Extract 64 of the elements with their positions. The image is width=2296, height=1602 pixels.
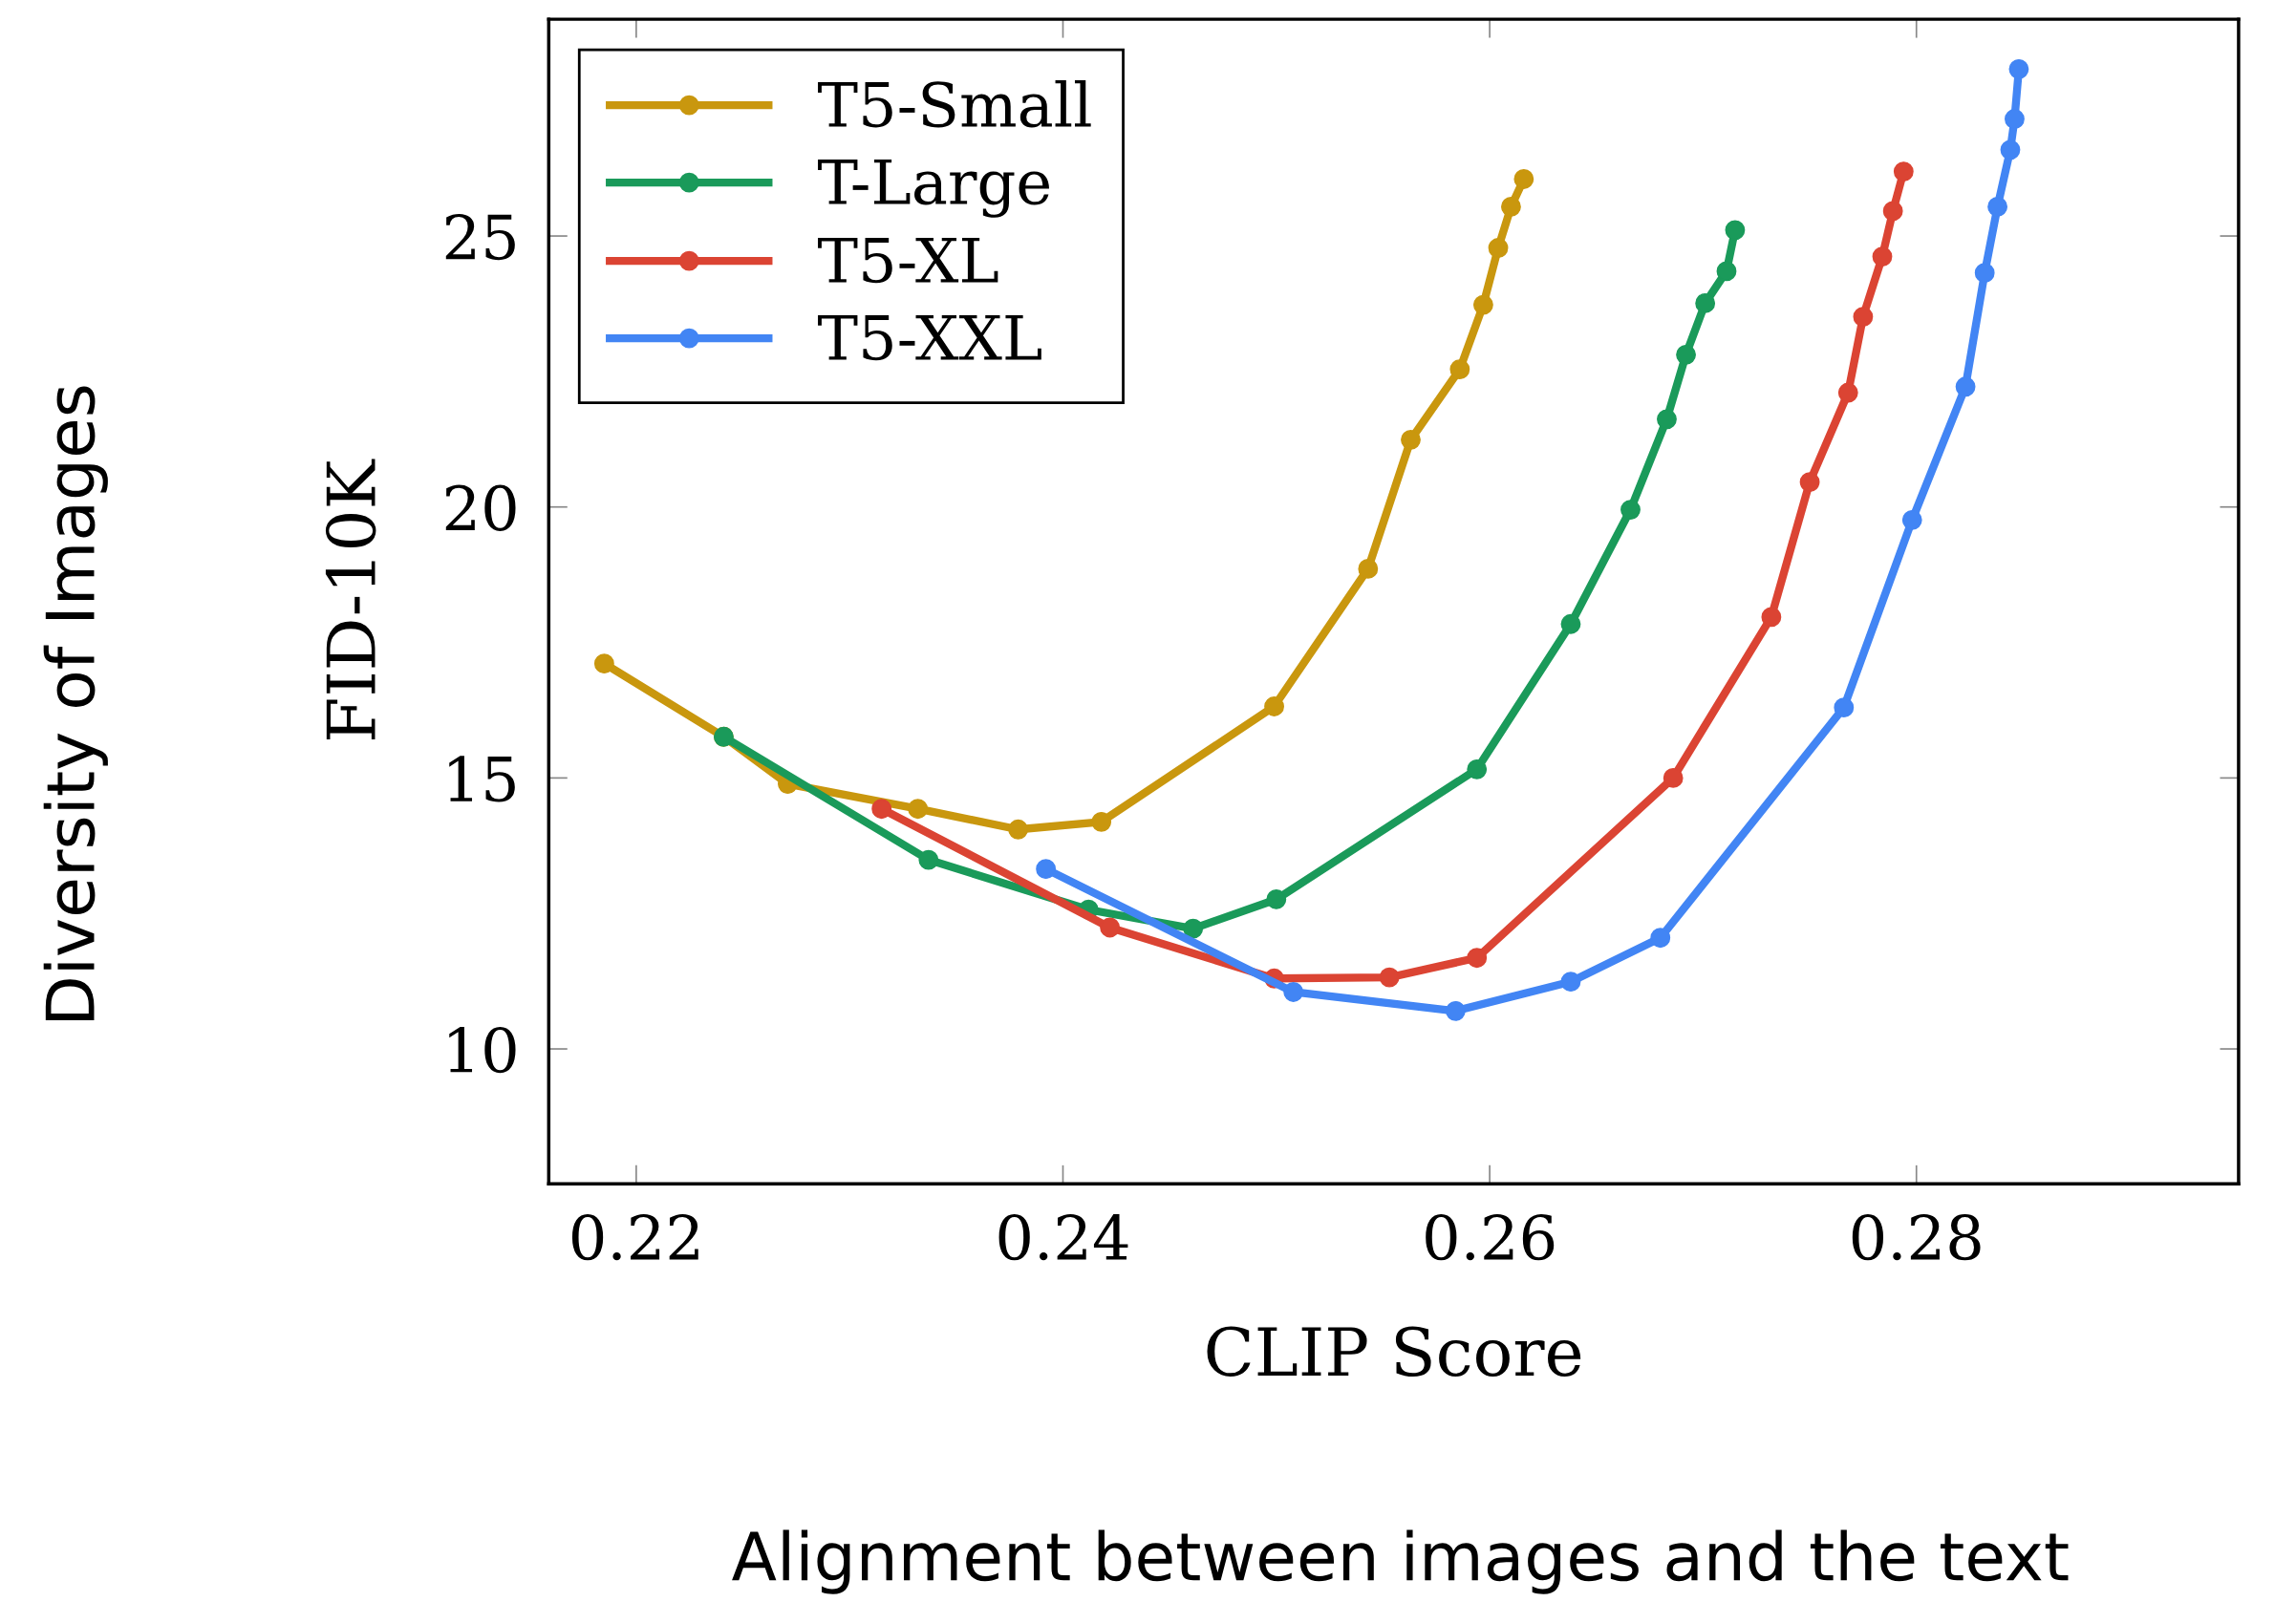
point <box>1266 889 1287 909</box>
point <box>1893 161 1914 182</box>
point <box>2008 58 2029 79</box>
x-tick-label: 0.26 <box>1426 1213 1555 1261</box>
point <box>1379 967 1400 988</box>
point <box>1008 819 1029 840</box>
legend-label: T5-Small <box>818 80 1091 128</box>
legend-label: T5-XL <box>818 237 998 284</box>
point <box>1695 292 1716 313</box>
point <box>1663 767 1684 788</box>
point <box>1449 359 1470 380</box>
legend-label: T-Large <box>818 159 1049 218</box>
point <box>1955 376 1976 397</box>
point <box>1560 613 1581 634</box>
point <box>1488 238 1509 258</box>
x-tick-label: 0.24 <box>998 1213 1128 1261</box>
y-tick-label: 20 <box>445 484 516 531</box>
point <box>1091 811 1112 832</box>
point <box>2000 139 2021 160</box>
point <box>1283 982 1304 1002</box>
point <box>1974 263 1995 284</box>
point <box>1560 972 1581 993</box>
y-tick-label: 10 <box>449 1026 516 1074</box>
point <box>1401 429 1421 450</box>
point <box>1716 261 1737 282</box>
point <box>918 849 939 870</box>
point <box>1872 246 1893 267</box>
text: Diversity of Images <box>43 386 108 1020</box>
point <box>1901 509 1922 530</box>
point <box>1882 201 1903 222</box>
point <box>1987 197 2008 217</box>
point <box>1853 307 1874 328</box>
point <box>2005 109 2025 129</box>
point <box>1513 169 1534 189</box>
point <box>1834 697 1855 718</box>
point <box>1472 294 1493 315</box>
x-axis-title: CLIP Score <box>1207 1326 1581 1377</box>
point <box>1100 917 1121 938</box>
point <box>871 799 892 820</box>
x-tick-label: 0.22 <box>571 1213 698 1261</box>
point <box>1467 758 1488 780</box>
point <box>908 799 929 820</box>
point <box>1761 607 1782 628</box>
point <box>1445 1000 1466 1021</box>
point <box>1725 220 1746 241</box>
point <box>1799 472 1820 493</box>
legend-label: T5-XXL <box>818 314 1041 361</box>
point <box>1837 382 1858 403</box>
point <box>1657 409 1677 430</box>
point <box>1676 344 1696 365</box>
point <box>1036 859 1057 880</box>
x-tick-label: 0.28 <box>1852 1213 1981 1261</box>
y-tick-label: 15 <box>449 756 515 802</box>
point <box>1264 696 1284 716</box>
point <box>593 653 614 674</box>
point <box>1620 500 1641 520</box>
point <box>1501 197 1521 217</box>
y-tick-label: 25 <box>445 213 515 261</box>
text: Alignment between images and the text <box>732 1529 2069 1594</box>
point <box>1650 928 1671 949</box>
point <box>1467 948 1488 969</box>
y-axis-title: FID-10K <box>325 459 376 740</box>
point <box>1358 558 1379 579</box>
point <box>1183 918 1204 939</box>
